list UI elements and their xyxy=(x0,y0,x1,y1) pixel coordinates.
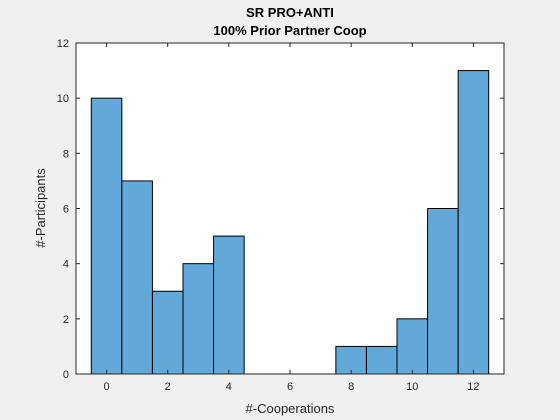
histogram-bar xyxy=(122,181,153,374)
x-tick-label: 4 xyxy=(226,381,232,393)
x-tick-label: 8 xyxy=(348,381,354,393)
y-tick-label: 4 xyxy=(63,259,69,271)
y-tick-label: 0 xyxy=(63,369,69,381)
chart-subtitle: 100% Prior Partner Coop xyxy=(213,23,366,38)
histogram-bar xyxy=(397,319,428,374)
x-tick-label: 10 xyxy=(406,381,418,393)
x-tick-label: 12 xyxy=(467,381,479,393)
y-tick-label: 12 xyxy=(57,38,69,50)
histogram-bar xyxy=(458,71,489,374)
y-tick-label: 6 xyxy=(63,204,69,216)
histogram-bar xyxy=(152,291,183,374)
histogram-bar xyxy=(366,346,397,374)
histogram-bar xyxy=(336,346,367,374)
x-tick-label: 6 xyxy=(287,381,293,393)
histogram-bar xyxy=(91,98,122,374)
histogram-bar xyxy=(428,209,459,375)
y-tick-label: 2 xyxy=(63,314,69,326)
x-axis-label: #-Cooperations xyxy=(246,401,335,416)
histogram-bar xyxy=(214,236,245,374)
chart-title: SR PRO+ANTI xyxy=(246,5,334,20)
y-tick-label: 10 xyxy=(57,93,69,105)
x-tick-label: 2 xyxy=(165,381,171,393)
x-tick-label: 0 xyxy=(104,381,110,393)
y-axis-label: #-Participants xyxy=(33,168,48,248)
y-tick-label: 8 xyxy=(63,148,69,160)
histogram-bar xyxy=(183,264,214,374)
